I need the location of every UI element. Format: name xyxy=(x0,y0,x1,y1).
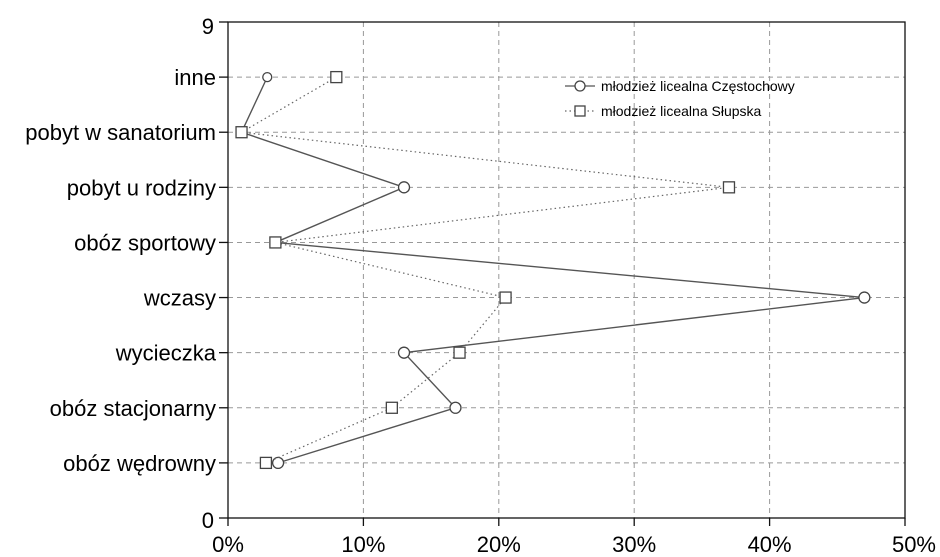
x-tick-label: 30% xyxy=(612,532,656,557)
x-tick-label: 10% xyxy=(341,532,385,557)
y-axis-ticks: 9 0 xyxy=(202,14,214,533)
series-2 xyxy=(235,70,736,470)
axes xyxy=(219,21,906,526)
y-tick-label-min: 0 xyxy=(202,508,214,533)
x-tick-label: 0% xyxy=(212,532,244,557)
data-point-circle xyxy=(271,456,285,470)
category-label: pobyt w sanatorium xyxy=(25,120,216,145)
plot-frame xyxy=(227,21,906,519)
x-tick-label: 40% xyxy=(748,532,792,557)
data-point-square xyxy=(330,70,343,84)
series-line-1 xyxy=(240,76,865,464)
x-tick-label: 50% xyxy=(892,532,936,557)
data-point-circle xyxy=(262,71,273,83)
legend-marker-circle xyxy=(574,80,586,92)
category-label: wycieczka xyxy=(115,341,217,366)
data-point-square xyxy=(385,401,398,414)
data-point-circle xyxy=(449,401,462,414)
data-point-square xyxy=(499,291,512,304)
legend: młodzież licealna Częstochowy młodzież l… xyxy=(565,78,795,119)
legend-label-series-2: młodzież licealna Słupska xyxy=(601,103,762,119)
x-tick-label: 20% xyxy=(477,532,521,557)
data-point-square xyxy=(259,456,273,470)
data-point-square xyxy=(235,126,248,139)
category-label: wczasy xyxy=(143,286,216,311)
series-line-2 xyxy=(239,76,730,464)
category-label: pobyt u rodziny xyxy=(67,175,216,200)
data-point-circle xyxy=(858,291,871,304)
data-point-square xyxy=(269,236,282,249)
data-point-circle xyxy=(397,181,411,194)
x-axis-tick-labels: 0% 10% 20% 30% 40% 50% xyxy=(212,532,936,557)
legend-marker-square xyxy=(574,105,586,117)
category-label: inne xyxy=(174,65,216,90)
series-layer xyxy=(235,70,871,470)
legend-label-series-1: młodzież licealna Częstochowy xyxy=(601,78,795,94)
y-tick-label-max: 9 xyxy=(202,14,214,39)
category-labels: obóz wędrowny obóz stacjonarny wycieczka wc… xyxy=(25,65,217,476)
data-point-square xyxy=(722,181,736,194)
category-label: obóz sportowy xyxy=(74,230,216,255)
data-point-circle xyxy=(397,346,411,359)
category-label: obóz stacjonarny xyxy=(50,396,216,421)
data-point-square xyxy=(453,346,466,359)
category-label: obóz wędrowny xyxy=(63,451,216,476)
